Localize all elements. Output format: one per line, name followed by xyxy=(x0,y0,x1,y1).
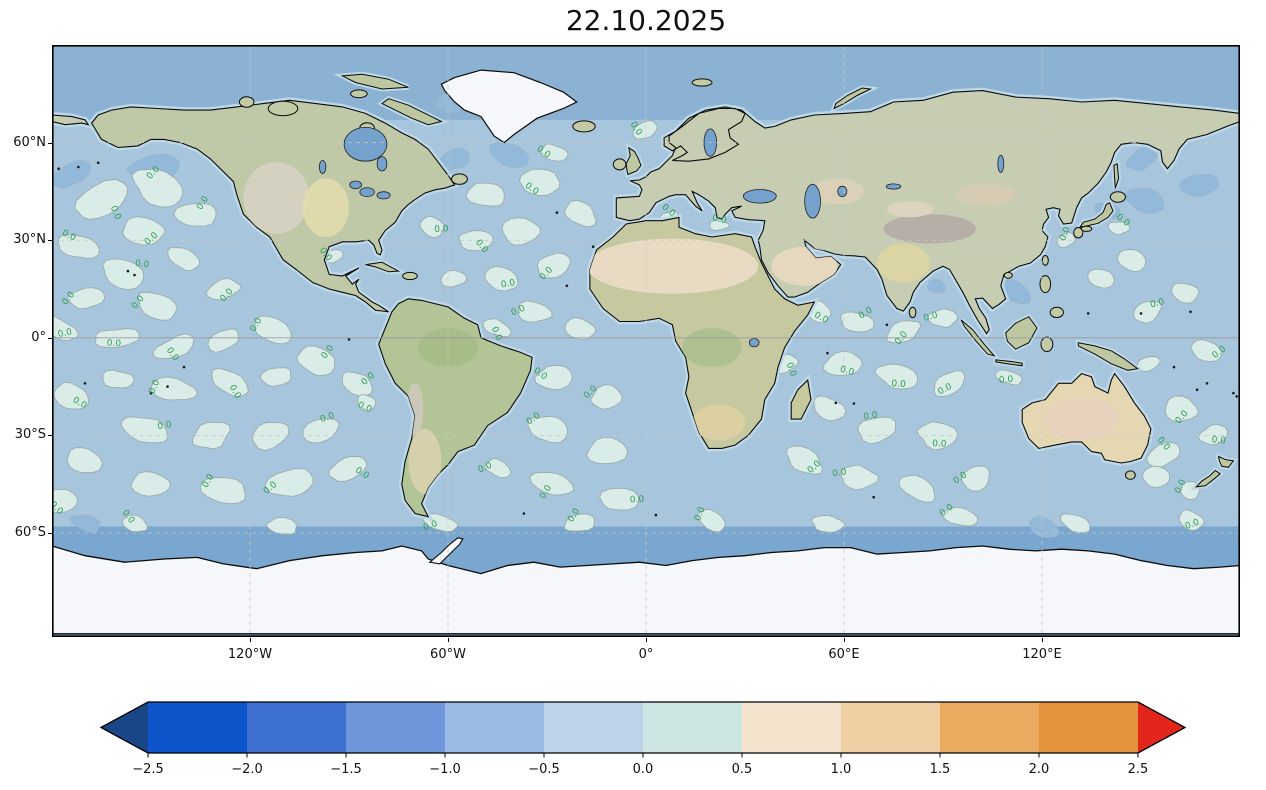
zero-contour-label: 0.0 xyxy=(134,259,150,271)
zero-contour-label: 0.0 xyxy=(1211,435,1227,446)
island-sakhalin xyxy=(1113,163,1120,189)
colorbar: −2.5 −2.0 −1.5 −1.0 −0.5 0.0 0.5 1.0 1.5 2.0 2.5 xyxy=(0,695,1266,790)
zero-contour-label: 0.0 xyxy=(839,365,856,379)
island-baffin xyxy=(381,98,443,126)
zero-contour-label: 0.0 xyxy=(832,467,848,479)
zero-contour-label: 0.0 xyxy=(922,310,939,323)
longitude-tick-label: 60°W xyxy=(430,647,466,662)
colorbar-tick-label: 2.0 xyxy=(1028,762,1050,777)
gridlines-layer xyxy=(52,45,1240,637)
map-svg: 0.0 0.0 0.0 0.0 0.0 0.0 0.0 0.0 0.0 0.0 0.0 0.0 0.0 0… xyxy=(52,45,1240,637)
landmass-greenland xyxy=(440,69,578,144)
longitude-tick-label: 60°E xyxy=(828,647,860,662)
colorbar-svg xyxy=(99,701,1187,758)
zero-contour-label: 0.0 xyxy=(319,411,336,425)
zero-contour-label: 0.0 xyxy=(1149,297,1166,310)
colorbar-tick-label: 0.0 xyxy=(632,762,654,777)
colorbar-segment xyxy=(247,702,346,753)
colorbar-segment xyxy=(346,702,445,753)
latitude-tick-label: 60°S xyxy=(14,524,46,540)
colorbar-tick-label: 1.0 xyxy=(830,762,852,777)
island-japan-honshu xyxy=(1078,202,1114,228)
colorbar-segment xyxy=(643,702,742,753)
zero-contour-label: 0.0 xyxy=(891,379,906,390)
colorbar-over-arrow xyxy=(1138,702,1185,753)
zero-contour-label: 0.0 xyxy=(784,361,798,378)
colorbar-tick-label: 1.5 xyxy=(929,762,951,777)
island-nz-south xyxy=(1195,469,1222,488)
zero-contour-label: 0.0 xyxy=(630,495,645,506)
latitude-tick-mark xyxy=(48,142,52,144)
zero-contour-label: 0.0 xyxy=(157,420,173,433)
colorbar-tick-label: −1.5 xyxy=(330,762,362,777)
zero-contour-label: 0.0 xyxy=(693,505,708,522)
landmass-chukotka-west xyxy=(52,114,90,126)
longitude-tick-mark xyxy=(646,638,647,642)
colorbar-tick-label: 2.5 xyxy=(1127,762,1149,777)
latitude-tick-label: 60°N xyxy=(13,134,46,150)
longitude-tick-label: 120°W xyxy=(227,647,273,662)
latitude-tick-label: 0° xyxy=(31,329,46,345)
zero-contour-label: 0.0 xyxy=(57,327,73,340)
zero-contour-label: 0.0 xyxy=(422,519,439,533)
island-java xyxy=(995,359,1023,367)
inland-water-layer xyxy=(318,127,1005,348)
island-borneo xyxy=(1005,316,1038,350)
longitude-tick-mark xyxy=(448,638,449,642)
colorbar-tick-label: −1.0 xyxy=(429,762,461,777)
landmass-madagascar xyxy=(790,378,812,420)
antarctic-peninsula xyxy=(428,537,464,565)
longitude-tick-mark xyxy=(250,638,251,642)
island-uk xyxy=(625,146,642,176)
latitude-tick-mark xyxy=(48,240,52,242)
island-novaya-zemlya xyxy=(833,87,873,110)
colorbar-segment xyxy=(1039,702,1138,753)
island-nz-north xyxy=(1217,455,1235,468)
zero-contour-label: 0.0 xyxy=(1184,518,1201,533)
longitude-tick-mark xyxy=(844,638,845,642)
zero-contour-label: 0.0 xyxy=(711,213,728,226)
zero-contour-label: 0.0 xyxy=(932,439,947,449)
zero-contour-label: 0.0 xyxy=(434,224,449,235)
zero-contour-label: 0.0 xyxy=(999,375,1014,386)
colorbar-segment xyxy=(742,702,841,753)
longitude-tick-label: 0° xyxy=(638,647,654,662)
colorbar-segment xyxy=(940,702,1039,753)
map-frame xyxy=(52,45,1240,637)
colorbar-tick-label: −0.5 xyxy=(528,762,560,777)
colorbar-under-arrow xyxy=(101,702,148,753)
island-ellesmere xyxy=(340,73,409,90)
colorbar-segment xyxy=(544,702,643,753)
colorbar-tick-label: −2.0 xyxy=(231,762,263,777)
figure-title: 22.10.2025 xyxy=(565,4,727,37)
colorbar-segment xyxy=(148,702,247,753)
latitude-tick-label: 30°S xyxy=(14,427,46,443)
latitude-tick-mark xyxy=(48,337,52,339)
latitude-tick-mark xyxy=(48,435,52,437)
zero-contour-label: 0.0 xyxy=(500,278,516,290)
island-cuba xyxy=(365,261,401,273)
colorbar-tick-label: 0.5 xyxy=(731,762,753,777)
colorbar-segment xyxy=(445,702,544,753)
zero-contour-label: 0.0 xyxy=(863,411,879,423)
anomaly-band-positive xyxy=(52,120,1228,535)
longitude-tick-mark xyxy=(1042,638,1043,642)
small-islands-layer xyxy=(57,161,1238,517)
map-plot: 0.0 0.0 0.0 0.0 0.0 0.0 0.0 0.0 0.0 0.0 0.0 0.0 0.0 0… xyxy=(52,45,1240,637)
island-new-guinea xyxy=(1077,342,1139,371)
colorbar-tick-label: −2.5 xyxy=(132,762,164,777)
zero-contour-label: 0.0 xyxy=(106,339,121,350)
colorbar-segment xyxy=(841,702,940,753)
latitude-tick-label: 30°N xyxy=(13,232,46,248)
latitude-tick-mark xyxy=(48,532,52,534)
longitude-tick-label: 120°E xyxy=(1022,647,1062,662)
